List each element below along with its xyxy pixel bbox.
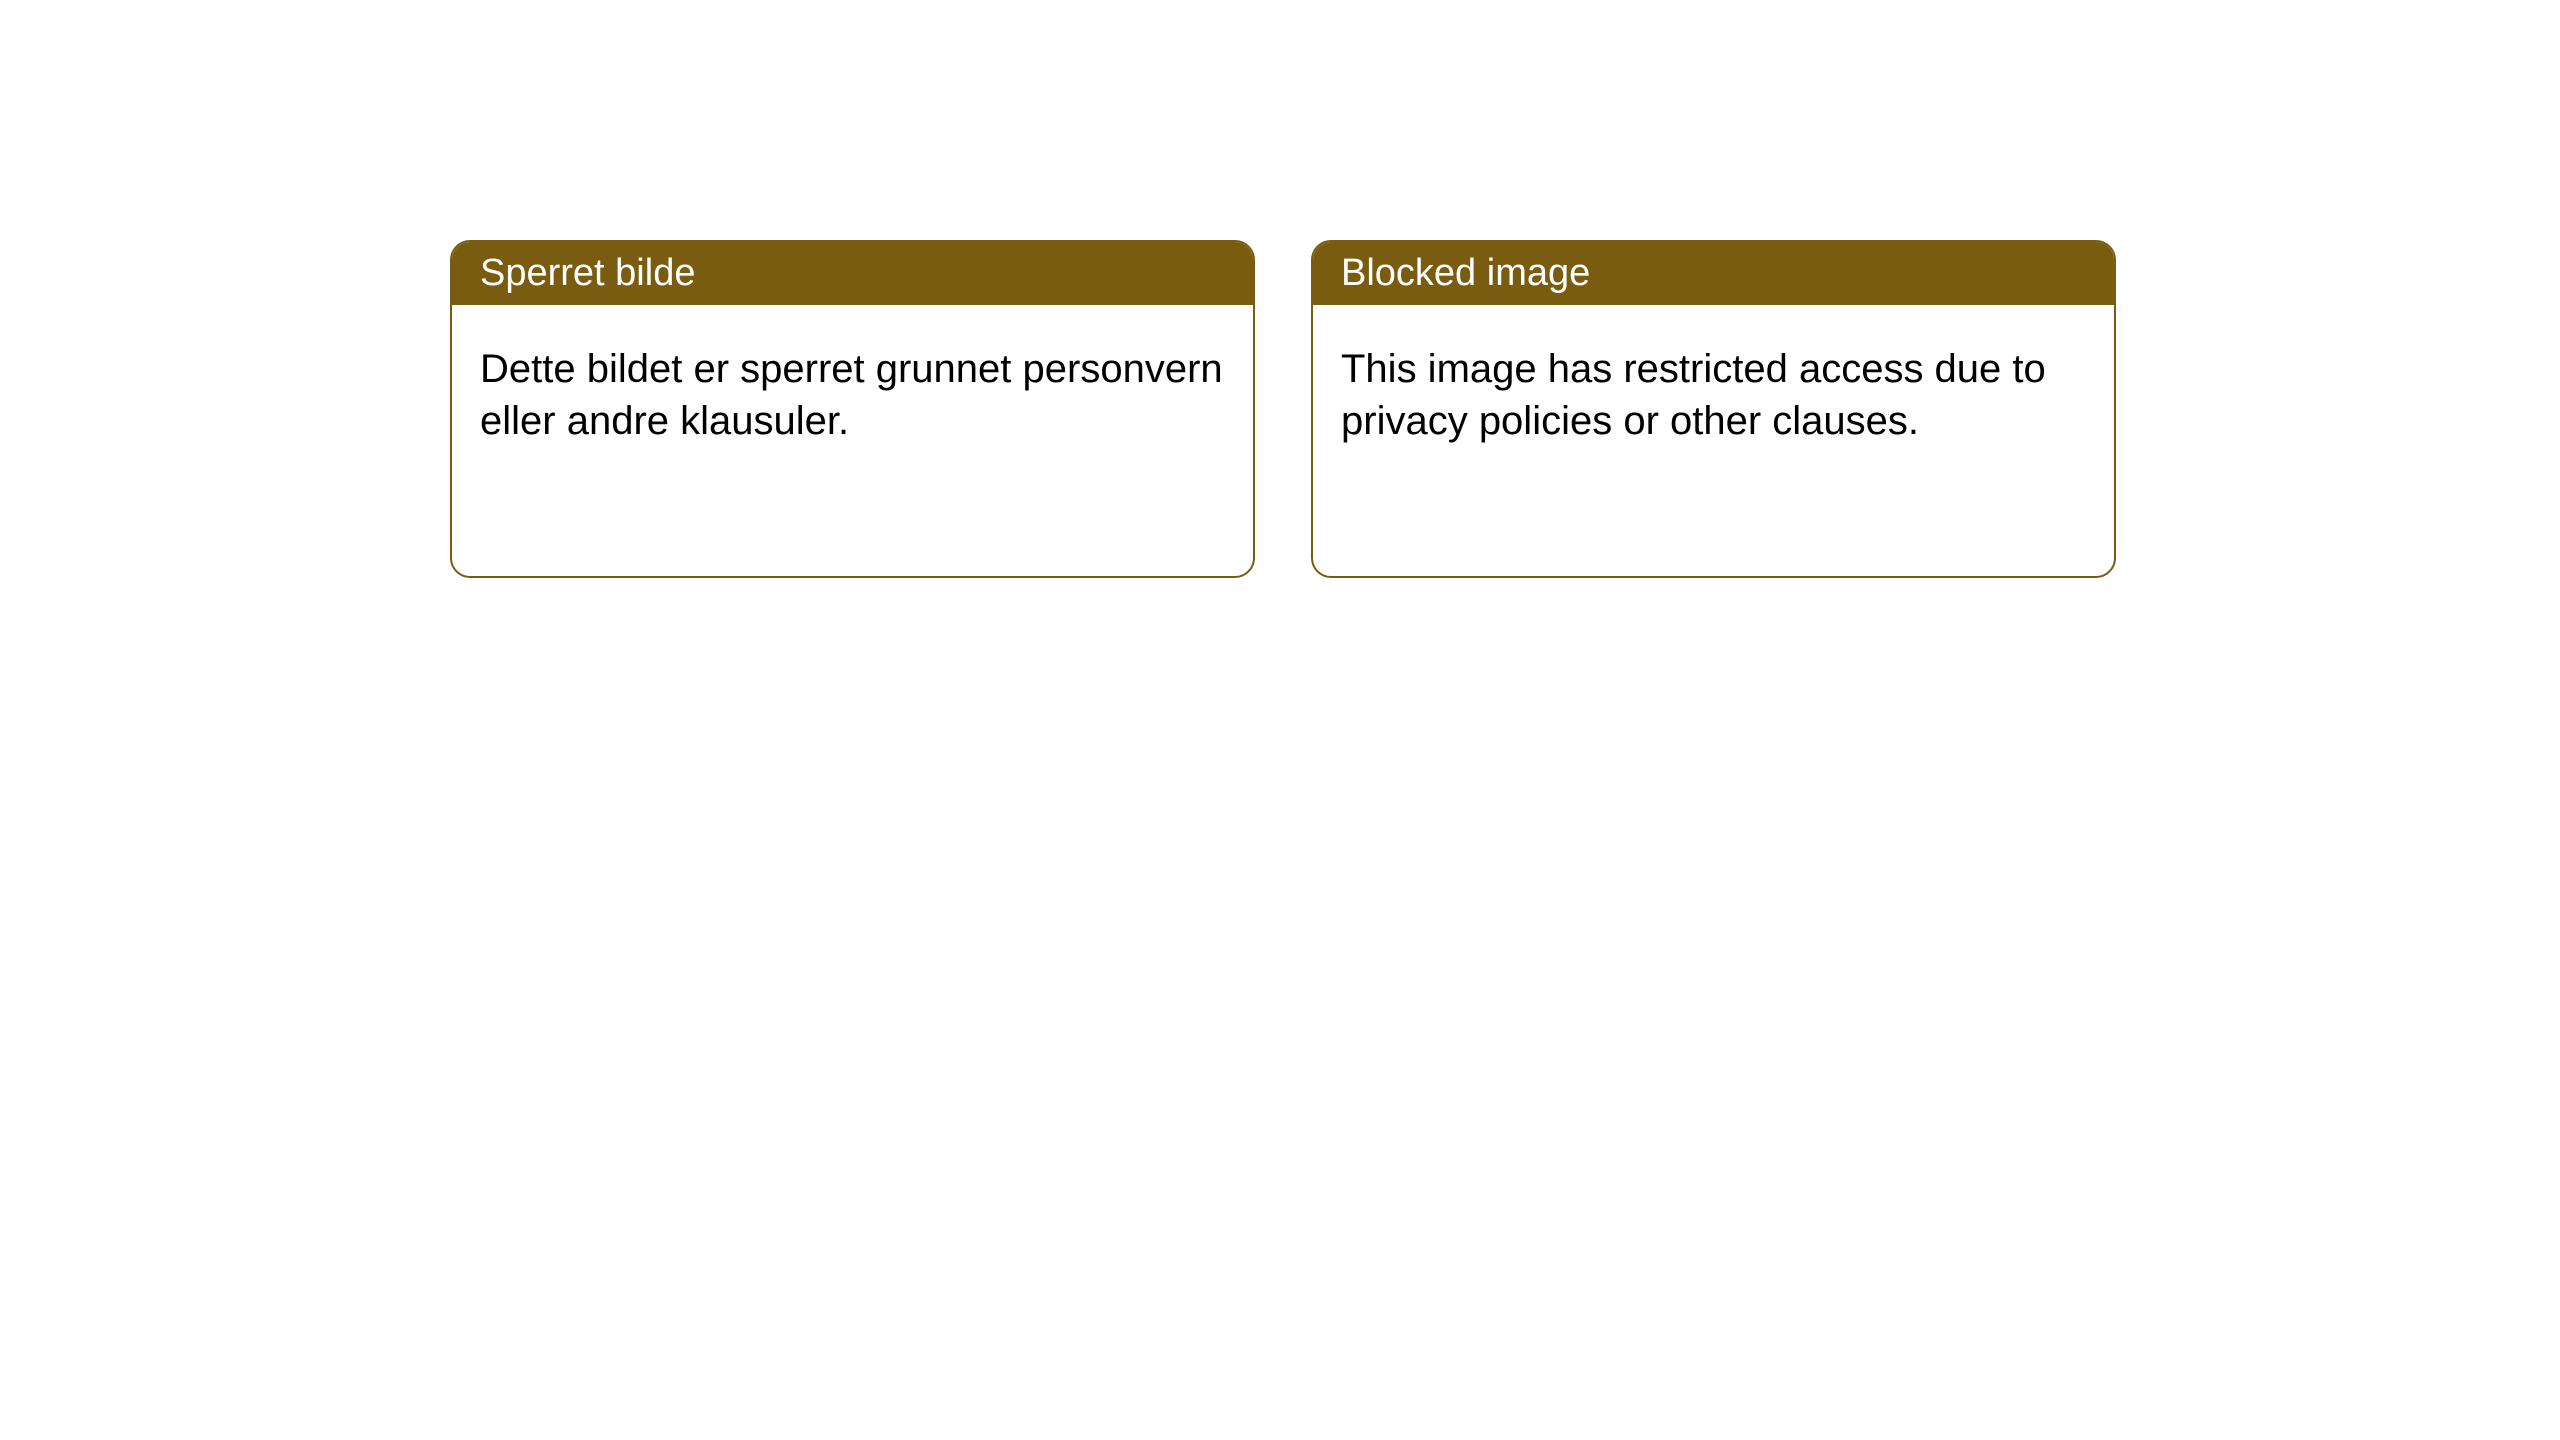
card-header: Sperret bilde [452,242,1253,305]
card-body-text: This image has restricted access due to … [1341,347,2046,443]
card-title: Blocked image [1341,252,1590,294]
notice-container: Sperret bilde Dette bildet er sperret gr… [0,0,2560,578]
card-body: Dette bildet er sperret grunnet personve… [452,305,1253,485]
card-body-text: Dette bildet er sperret grunnet personve… [480,347,1223,443]
card-header: Blocked image [1313,242,2114,305]
blocked-image-card-no: Sperret bilde Dette bildet er sperret gr… [450,240,1255,578]
blocked-image-card-en: Blocked image This image has restricted … [1311,240,2116,578]
card-title: Sperret bilde [480,252,695,294]
card-body: This image has restricted access due to … [1313,305,2114,485]
